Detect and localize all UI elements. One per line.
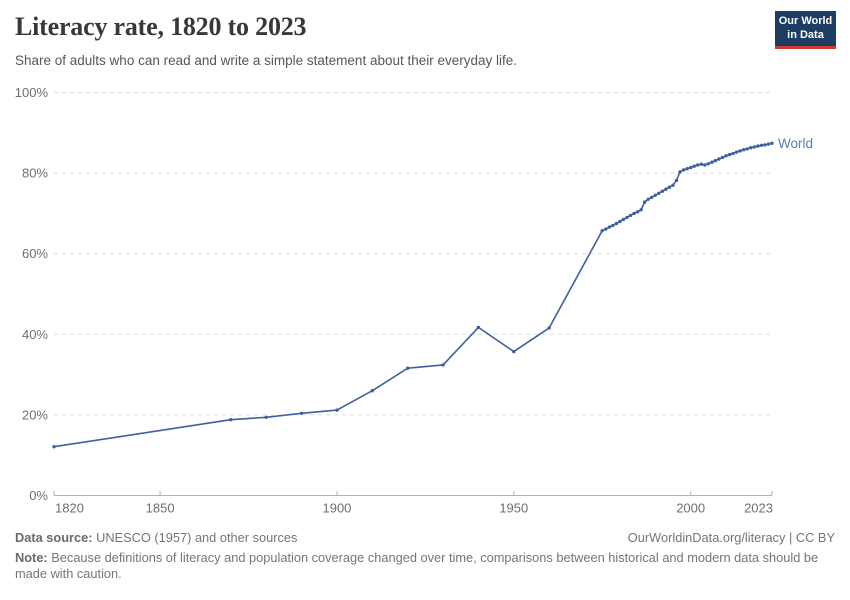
owid-logo-line2: in Data bbox=[787, 28, 824, 41]
line-chart-canvas[interactable]: 0% 20% 40% 60% 80% 100% 1820 1850 1900 1950 2000 20… bbox=[0, 0, 850, 525]
svg-text:1900: 1900 bbox=[322, 501, 351, 516]
world-line-markers bbox=[52, 141, 774, 449]
data-source-line: Data source: UNESCO (1957) and other sou… bbox=[15, 530, 297, 545]
owid-license-link[interactable]: OurWorldinData.org/literacy | CC BY bbox=[627, 530, 835, 545]
svg-text:1850: 1850 bbox=[146, 501, 175, 516]
svg-text:80%: 80% bbox=[22, 166, 48, 181]
x-axis bbox=[53, 491, 773, 496]
owid-logo-line1: Our World bbox=[778, 15, 833, 28]
chart-subtitle: Share of adults who can read and write a… bbox=[15, 53, 518, 68]
y-gridlines bbox=[54, 92, 772, 416]
data-source-text: UNESCO (1957) and other sources bbox=[96, 530, 298, 545]
svg-text:100%: 100% bbox=[15, 85, 49, 100]
note-line: Note: Because definitions of literacy an… bbox=[15, 550, 833, 582]
svg-text:1950: 1950 bbox=[499, 501, 528, 516]
note-label: Note: bbox=[15, 550, 48, 565]
svg-text:1820: 1820 bbox=[55, 501, 84, 516]
chart-footer: Data source: UNESCO (1957) and other sou… bbox=[15, 530, 835, 582]
svg-text:20%: 20% bbox=[22, 407, 48, 422]
svg-text:0%: 0% bbox=[29, 488, 48, 503]
data-source-label: Data source: bbox=[15, 530, 93, 545]
note-text: Because definitions of literacy and popu… bbox=[15, 550, 819, 581]
svg-text:2000: 2000 bbox=[676, 501, 705, 516]
svg-text:40%: 40% bbox=[22, 327, 48, 342]
owid-logo[interactable]: Our World in Data bbox=[775, 11, 836, 49]
y-axis-labels: 0% 20% 40% 60% 80% 100% bbox=[15, 85, 49, 503]
chart-title: Literacy rate, 1820 to 2023 bbox=[15, 12, 307, 41]
svg-text:60%: 60% bbox=[22, 246, 48, 261]
svg-text:2023: 2023 bbox=[744, 501, 773, 516]
world-series-label: World bbox=[778, 136, 813, 151]
x-axis-labels: 1820 1850 1900 1950 2000 2023 bbox=[55, 501, 773, 516]
